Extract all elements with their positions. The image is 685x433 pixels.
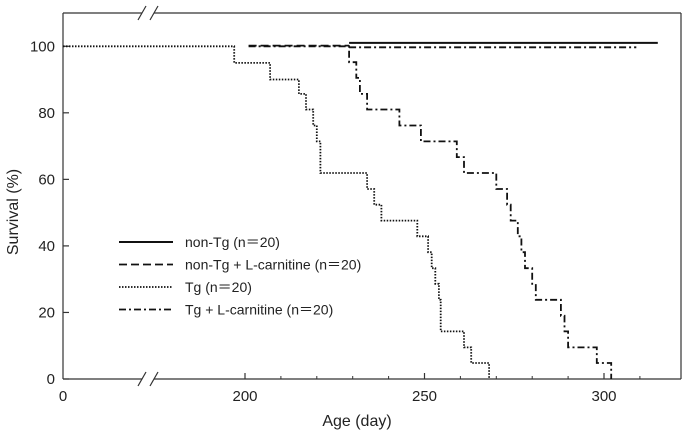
x-tick-label: 0 [59, 388, 67, 405]
y-tick-label: 40 [38, 238, 55, 255]
y-tick-label: 80 [38, 105, 55, 122]
x-tick-label: 300 [591, 388, 616, 405]
axis-break-mark [149, 5, 159, 21]
x-axis-title: Age (day) [322, 413, 391, 430]
legend-label-2: non-Tg + L-carnitine (n＝20) [185, 257, 361, 273]
legend-label-1: non-Tg (n＝20) [185, 234, 280, 250]
series-layer [63, 41, 658, 379]
series-line-4 [248, 45, 613, 379]
y-tick-label: 100 [30, 38, 55, 55]
axis-break-mark [137, 5, 147, 21]
legend-label-3: Tg (n＝20) [185, 279, 252, 295]
y-tick-label: 0 [47, 371, 55, 388]
axis-break-mark [137, 371, 147, 387]
axis-break-mark [149, 371, 159, 387]
x-tick-label: 200 [232, 388, 257, 405]
legend-label-4: Tg + L-carnitine (n＝20) [185, 302, 333, 318]
axes: 0 20 40 60 80 100 0 200 250 300 [30, 5, 682, 405]
x-tick-label: 250 [412, 388, 437, 405]
y-tick-label: 60 [38, 171, 55, 188]
legend: non-Tg (n＝20) non-Tg + L-carnitine (n＝20)… [119, 234, 361, 318]
series-line-3 [63, 45, 490, 379]
y-tick-label: 20 [38, 304, 55, 321]
y-axis-title: Survival (%) [5, 169, 22, 255]
